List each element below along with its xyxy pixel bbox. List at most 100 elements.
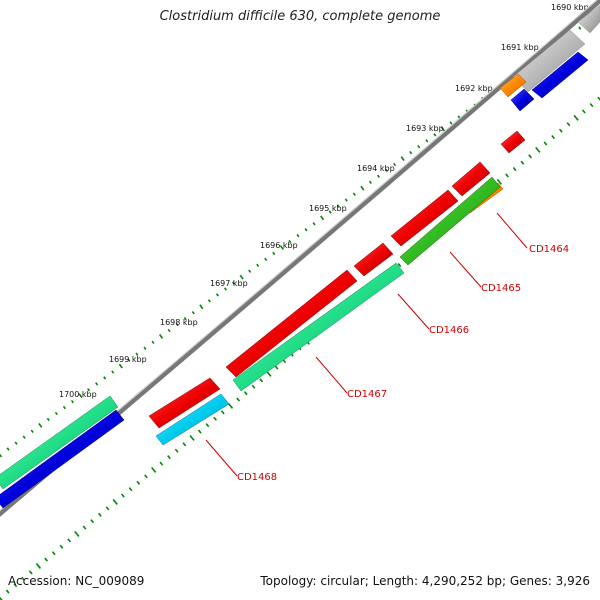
outer-scale-tick <box>143 346 147 350</box>
inner-scale-tick <box>566 122 571 127</box>
outer-scale-tick <box>440 126 445 132</box>
inner-scale-tick <box>535 146 541 153</box>
genome-summary-text: Topology: circular; Length: 4,290,252 bp… <box>260 574 590 588</box>
gene-feature-blue-left[interactable] <box>0 409 125 509</box>
gene-feature-green-left[interactable] <box>0 395 119 490</box>
gene-feature-red-5[interactable] <box>148 377 221 429</box>
scale-tick-label: 1693 kbp <box>406 124 444 133</box>
outer-scale-tick <box>103 376 107 380</box>
inner-scale-tick <box>558 128 563 133</box>
outer-scale-tick <box>288 239 292 244</box>
gene-label-cd1465[interactable]: CD1465 <box>481 283 521 294</box>
gene-feature-cd1465[interactable] <box>399 176 501 266</box>
gene-feature-cd1468[interactable] <box>155 393 230 446</box>
inner-scale-tick <box>274 365 279 370</box>
scale-tick-label: 1692 kbp <box>455 84 493 93</box>
scale-tick-label: 1691 kbp <box>501 43 539 52</box>
inner-scale-tick <box>121 493 125 498</box>
inner-scale-tick <box>174 448 179 453</box>
outer-scale-tick <box>400 156 405 161</box>
outer-scale-tick <box>279 245 284 250</box>
outer-scale-tick <box>215 293 219 297</box>
inner-scale-tick <box>512 167 517 172</box>
inner-scale-tick <box>5 589 10 594</box>
inner-scale-tick <box>581 109 586 114</box>
gene-feature-red-small[interactable] <box>500 130 526 154</box>
inner-scale-tick <box>182 442 187 447</box>
outer-scale-tick <box>167 328 171 333</box>
gene-feature-blue[interactable] <box>531 51 589 99</box>
outer-scale-tick <box>14 441 18 445</box>
outer-scale-tick <box>320 215 325 221</box>
gene-feature-cd1466[interactable] <box>232 262 405 392</box>
inner-scale-tick <box>167 455 171 460</box>
outer-scale-tick <box>95 382 99 386</box>
inner-scale-tick <box>227 402 234 409</box>
inner-scale-tick <box>520 160 525 165</box>
outer-scale-tick <box>417 145 421 149</box>
outer-scale-tick <box>272 251 276 256</box>
outer-scale-tick <box>449 121 453 125</box>
outer-scale-tick <box>385 168 389 173</box>
outer-scale-tick <box>207 299 211 303</box>
gene-feature-red-4[interactable] <box>225 269 358 378</box>
inner-scale-tick <box>44 557 48 562</box>
outer-scale-tick <box>54 411 58 416</box>
inner-scale-tick <box>528 154 532 159</box>
inner-scale-tick <box>259 378 264 383</box>
outer-scale-tick <box>352 192 356 196</box>
inner-scale-tick <box>112 499 118 505</box>
outer-scale-tick <box>336 204 340 208</box>
outer-scale-tick <box>0 453 3 458</box>
outer-scale-tick <box>22 435 26 439</box>
scale-tick-label: 1700 kbp <box>59 390 97 399</box>
outer-scale-tick <box>175 322 179 327</box>
inner-scale-tick <box>59 544 64 549</box>
scale-tick-label: 1696 kbp <box>260 241 298 250</box>
map-title: Clostridium difficile 630, complete geno… <box>159 9 441 24</box>
gene-feature-red-2[interactable] <box>390 189 459 247</box>
outer-scale-tick <box>376 174 381 179</box>
outer-scale-tick <box>344 198 348 202</box>
outer-scale-tick <box>191 311 195 315</box>
inner-scale-tick <box>543 141 548 146</box>
gene-feature-red-1[interactable] <box>451 161 491 197</box>
gene-feature-orange[interactable] <box>499 73 527 98</box>
outer-scale-tick <box>328 210 332 214</box>
gene-feature-grey-2[interactable] <box>577 4 600 34</box>
scale-tick-label: 1699 kbp <box>109 355 147 364</box>
outer-scale-tick <box>360 185 365 191</box>
outer-scale-tick <box>38 422 43 428</box>
inner-scale-tick <box>589 103 594 108</box>
gene-label-cd1464[interactable]: CD1464 <box>529 244 569 255</box>
scale-tick-label: 1694 kbp <box>357 164 395 173</box>
outer-scale-tick <box>296 233 300 238</box>
inner-scale-tick <box>236 397 241 402</box>
outer-scale-tick <box>232 281 236 285</box>
gene-label-cd1468[interactable]: CD1468 <box>237 472 277 483</box>
gene-feature-grey[interactable] <box>512 29 586 93</box>
gene-feature-blue-small[interactable] <box>510 88 535 112</box>
inner-scale-tick <box>496 178 503 185</box>
inner-scale-tick <box>251 384 256 389</box>
inner-scale-tick <box>573 114 579 121</box>
inner-scale-tick <box>128 487 133 492</box>
outer-scale-tick <box>151 340 155 345</box>
outer-scale-tick <box>409 150 413 155</box>
inner-scale-tick <box>150 466 157 473</box>
inner-scale-tick <box>67 538 72 543</box>
outer-scale-tick <box>312 222 316 226</box>
gene-label-cd1467[interactable]: CD1467 <box>347 389 387 400</box>
inner-scale-tick <box>90 519 95 524</box>
outer-scale-tick <box>304 228 308 232</box>
outer-scale-tick <box>111 370 115 374</box>
gene-feature-red-3[interactable] <box>353 242 394 277</box>
outer-scale-tick <box>368 180 372 184</box>
gene-label-cd1466[interactable]: CD1466 <box>429 325 469 336</box>
scale-tick-label: 1695 kbp <box>309 204 347 213</box>
inner-scale-tick <box>97 512 102 517</box>
outer-scale-tick <box>578 26 582 30</box>
outer-scale-tick <box>118 363 123 369</box>
inner-scale-tick <box>243 391 248 396</box>
